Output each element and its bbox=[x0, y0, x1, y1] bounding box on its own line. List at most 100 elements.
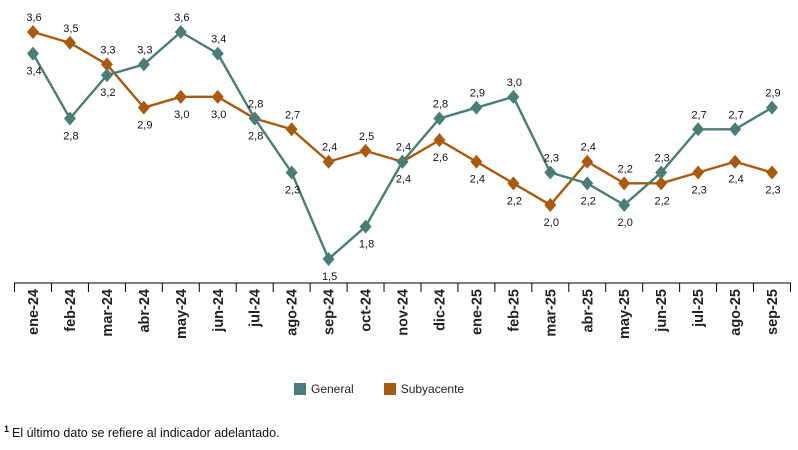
x-tick-label: sep-24 bbox=[322, 289, 338, 335]
data-label-general: 2,9 bbox=[470, 88, 485, 100]
data-point-subyacente bbox=[581, 154, 594, 169]
data-label-general: 2,3 bbox=[285, 185, 300, 197]
data-point-subyacente bbox=[359, 143, 372, 158]
data-point-general bbox=[766, 100, 778, 115]
data-point-general bbox=[174, 25, 187, 39]
data-point-general bbox=[359, 219, 372, 234]
x-tick-label: mar-24 bbox=[100, 289, 116, 337]
data-point-general bbox=[655, 165, 668, 180]
data-point-subyacente bbox=[322, 154, 335, 169]
data-label-subyacente: 3,5 bbox=[63, 23, 78, 35]
data-label-subyacente: 3,6 bbox=[26, 12, 41, 24]
data-label-subyacente: 2,9 bbox=[137, 120, 152, 132]
x-axis: ene-24 feb-24 mar-24 abr-24 may-24 jun-24 jul-… bbox=[14, 282, 791, 339]
data-point-general bbox=[544, 165, 557, 180]
data-label-general: 2,8 bbox=[248, 98, 263, 110]
data-point-general bbox=[396, 154, 409, 169]
data-point-subyacente bbox=[766, 165, 778, 180]
data-point-subyacente bbox=[692, 165, 705, 180]
data-label-subyacente: 2,5 bbox=[359, 131, 374, 143]
data-point-general bbox=[507, 89, 520, 104]
data-point-general bbox=[470, 100, 483, 115]
data-label-subyacente: 2,2 bbox=[507, 195, 522, 207]
data-point-general bbox=[692, 122, 705, 137]
data-point-subyacente bbox=[174, 89, 187, 104]
x-tick-label: nov-24 bbox=[396, 289, 412, 336]
data-label-subyacente: 2,7 bbox=[285, 109, 300, 121]
data-point-subyacente bbox=[211, 89, 224, 104]
data-point-subyacente bbox=[137, 100, 150, 115]
data-label-general: 2,8 bbox=[63, 130, 78, 142]
data-labels: 3,4 2,8 3,2 3,3 3,6 3,4 2,8 2,3 1,5 1,8 2,4 2,8 2,9 3… bbox=[26, 12, 780, 283]
x-tick-label: may-25 bbox=[617, 289, 633, 339]
x-tick-label: feb-25 bbox=[506, 289, 522, 332]
data-label-subyacente: 2,2 bbox=[618, 163, 633, 175]
data-label-subyacente: 2,4 bbox=[396, 174, 411, 186]
data-label-subyacente: 2,4 bbox=[581, 142, 596, 154]
x-tick-label: oct-24 bbox=[359, 289, 375, 332]
x-tick-label: ene-24 bbox=[26, 289, 42, 335]
data-point-subyacente bbox=[618, 176, 631, 191]
data-label-subyacente: 2,4 bbox=[470, 174, 485, 186]
data-point-subyacente bbox=[470, 154, 483, 169]
legend-item-subyacente[interactable]: Subyacente bbox=[383, 382, 464, 396]
legend: General Subyacente bbox=[294, 382, 464, 396]
data-label-subyacente: 3,3 bbox=[100, 44, 115, 56]
x-tick-label: jul-24 bbox=[248, 289, 264, 328]
data-label-general: 2,8 bbox=[433, 98, 448, 110]
data-point-subyacente bbox=[285, 122, 298, 137]
data-point-general bbox=[100, 68, 113, 83]
footnote-marker: 1 bbox=[4, 424, 10, 434]
data-label-general: 3,4 bbox=[211, 34, 226, 46]
data-point-subyacente bbox=[655, 176, 668, 191]
legend-label-general: General bbox=[311, 382, 354, 396]
data-point-subyacente bbox=[507, 176, 520, 191]
data-point-general bbox=[137, 57, 150, 72]
x-tick-label: sep-25 bbox=[765, 289, 781, 335]
data-point-general bbox=[618, 197, 631, 212]
data-label-general: 2,2 bbox=[581, 195, 596, 207]
data-point-general bbox=[211, 46, 224, 61]
data-label-general: 2,3 bbox=[544, 153, 559, 165]
data-point-subyacente bbox=[100, 57, 113, 72]
data-label-general: 1,8 bbox=[359, 239, 374, 251]
data-point-general bbox=[433, 111, 446, 126]
legend-item-general[interactable]: General bbox=[294, 382, 354, 396]
data-label-general: 2,9 bbox=[765, 88, 780, 100]
x-tick-label: dic-24 bbox=[432, 289, 448, 331]
data-label-general: 3,6 bbox=[174, 12, 189, 24]
data-label-general: 2,3 bbox=[655, 153, 670, 165]
data-label-general: 2,4 bbox=[396, 142, 411, 154]
x-tick-label: feb-24 bbox=[63, 289, 79, 332]
x-tick-label: abr-25 bbox=[580, 289, 596, 333]
data-point-subyacente bbox=[544, 197, 557, 212]
data-label-subyacente: 2,2 bbox=[655, 195, 670, 207]
data-label-subyacente: 2,4 bbox=[322, 142, 337, 154]
data-label-general: 2,0 bbox=[618, 217, 633, 229]
data-label-subyacente: 2,3 bbox=[691, 185, 706, 197]
x-tick-label: jun-25 bbox=[654, 289, 670, 333]
data-label-general: 1,5 bbox=[322, 271, 337, 283]
data-point-general bbox=[285, 165, 298, 180]
data-label-general: 3,2 bbox=[100, 87, 115, 99]
data-label-general: 3,4 bbox=[26, 66, 41, 78]
data-point-subyacente bbox=[729, 154, 742, 169]
data-label-subyacente: 2,0 bbox=[544, 217, 559, 229]
data-label-general: 3,3 bbox=[137, 44, 152, 56]
data-label-subyacente: 2,6 bbox=[433, 152, 448, 164]
legend-swatch-subyacente bbox=[383, 383, 396, 395]
series-layer bbox=[27, 25, 778, 266]
data-label-general: 3,0 bbox=[507, 77, 522, 89]
footnote-text: El último dato se refiere al indicador a… bbox=[12, 426, 280, 441]
data-label-subyacente: 3,0 bbox=[211, 109, 226, 121]
data-label-subyacente: 2,8 bbox=[248, 130, 263, 142]
data-label-subyacente: 3,0 bbox=[174, 109, 189, 121]
data-point-subyacente bbox=[27, 25, 39, 39]
x-tick-label: mar-25 bbox=[543, 289, 559, 337]
data-point-general bbox=[322, 252, 335, 266]
data-point-general bbox=[581, 176, 594, 191]
x-tick-label: ago-24 bbox=[285, 289, 301, 336]
data-point-general bbox=[27, 46, 39, 61]
data-label-general: 2,7 bbox=[691, 109, 706, 121]
